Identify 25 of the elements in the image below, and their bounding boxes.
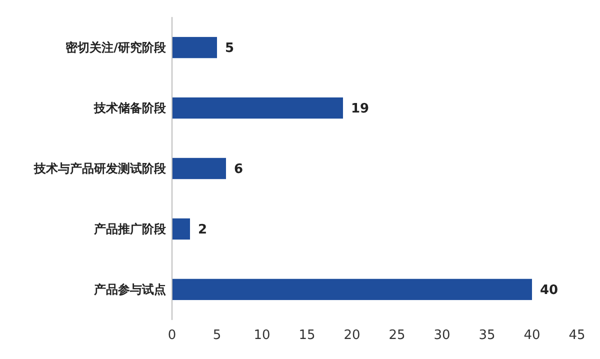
x-tick-label: 45 <box>568 328 586 344</box>
bar <box>172 278 532 300</box>
data-label: 19 <box>351 102 370 117</box>
x-tick-label: 30 <box>434 328 450 344</box>
x-tick-label: 0 <box>168 328 176 344</box>
data-label: 6 <box>234 162 244 178</box>
y-tick-label: 技术储备阶段 <box>93 100 167 115</box>
bar <box>172 158 226 180</box>
x-tick-label: 20 <box>344 328 360 344</box>
y-tick-label: 产品推广阶段 <box>93 222 167 236</box>
data-label: 2 <box>198 222 208 238</box>
x-tick-label: 40 <box>524 328 540 344</box>
bar <box>172 97 343 119</box>
data-label: 40 <box>540 283 558 298</box>
data-label: 5 <box>225 41 234 56</box>
x-tick-label: 35 <box>478 328 496 344</box>
x-tick-label: 5 <box>212 328 222 344</box>
bar <box>172 36 217 58</box>
y-tick-label: 密切关注/研究阶段 <box>66 40 167 54</box>
bar <box>172 218 190 240</box>
x-tick-label: 10 <box>254 328 270 344</box>
x-tick-label: 15 <box>298 328 316 344</box>
x-tick-label: 25 <box>388 328 406 344</box>
y-tick-label: 产品参与试点 <box>93 282 166 296</box>
y-tick-label: 技术与产品研发测试阶段 <box>33 161 167 176</box>
